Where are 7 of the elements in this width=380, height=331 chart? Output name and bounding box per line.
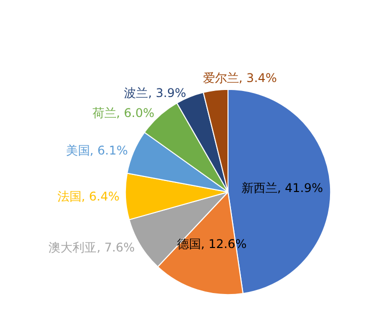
slice-label: 澳大利亚, 7.6% [48, 240, 135, 254]
slice-label: 荷兰, 6.0% [92, 106, 154, 120]
slice-label: 美国, 6.1% [66, 143, 128, 158]
slice-label: 爱尔兰, 3.4% [202, 70, 277, 85]
slice-label: 新西兰, 41.9% [241, 181, 324, 196]
slice-label: 波兰, 3.9% [124, 86, 186, 100]
slice-label: 法国, 6.4% [57, 190, 120, 204]
